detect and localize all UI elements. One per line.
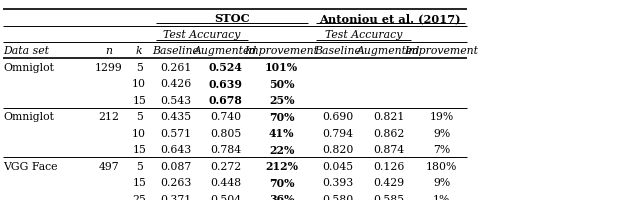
Text: 15: 15	[132, 144, 146, 154]
Text: 70%: 70%	[269, 111, 294, 122]
Text: Data set: Data set	[3, 46, 49, 56]
Text: 5: 5	[136, 112, 143, 122]
Text: Omniglot: Omniglot	[3, 112, 54, 122]
Text: n: n	[106, 46, 112, 56]
Text: 10: 10	[132, 79, 146, 89]
Text: 0.690: 0.690	[322, 112, 353, 122]
Text: 7%: 7%	[433, 144, 450, 154]
Text: 0.862: 0.862	[373, 128, 404, 138]
Text: Baseline: Baseline	[152, 46, 200, 56]
Text: k: k	[136, 46, 143, 56]
Text: 0.821: 0.821	[373, 112, 404, 122]
Text: 0.429: 0.429	[373, 177, 404, 187]
Text: 0.426: 0.426	[161, 79, 191, 89]
Text: Improvement: Improvement	[404, 46, 479, 56]
Text: 0.571: 0.571	[161, 128, 191, 138]
Text: 5: 5	[136, 161, 143, 171]
Text: Improvement: Improvement	[244, 46, 319, 56]
Text: 212%: 212%	[265, 160, 298, 171]
Text: 0.805: 0.805	[210, 128, 241, 138]
Text: 0.643: 0.643	[161, 144, 191, 154]
Text: 0.820: 0.820	[322, 144, 353, 154]
Text: 15: 15	[132, 95, 146, 105]
Text: 70%: 70%	[269, 177, 294, 188]
Text: 0.272: 0.272	[210, 161, 241, 171]
Text: 497: 497	[99, 161, 119, 171]
Text: 5: 5	[136, 62, 143, 72]
Text: 101%: 101%	[265, 62, 298, 73]
Text: 0.543: 0.543	[161, 95, 191, 105]
Text: Test Accuracy: Test Accuracy	[324, 30, 402, 40]
Text: 1299: 1299	[95, 62, 123, 72]
Text: 0.261: 0.261	[160, 62, 192, 72]
Text: 0.784: 0.784	[210, 144, 241, 154]
Text: 50%: 50%	[269, 78, 294, 89]
Text: 25%: 25%	[269, 95, 294, 106]
Text: VGG Face: VGG Face	[3, 161, 58, 171]
Text: 0.794: 0.794	[322, 128, 353, 138]
Text: 0.524: 0.524	[209, 62, 243, 73]
Text: 15: 15	[132, 177, 146, 187]
Text: 212: 212	[99, 112, 119, 122]
Text: Omniglot: Omniglot	[3, 62, 54, 72]
Text: 0.393: 0.393	[322, 177, 353, 187]
Text: STOC: STOC	[214, 13, 250, 24]
Text: 180%: 180%	[426, 161, 458, 171]
Text: 10: 10	[132, 128, 146, 138]
Text: Test Accuracy: Test Accuracy	[163, 30, 240, 40]
Text: 36%: 36%	[269, 193, 294, 200]
Text: 0.435: 0.435	[161, 112, 191, 122]
Text: 25: 25	[132, 194, 146, 200]
Text: 0.678: 0.678	[209, 95, 243, 106]
Text: 0.639: 0.639	[209, 78, 243, 89]
Text: 0.263: 0.263	[160, 177, 192, 187]
Text: 22%: 22%	[269, 144, 294, 155]
Text: Augmented: Augmented	[357, 46, 420, 56]
Text: 9%: 9%	[433, 177, 450, 187]
Text: 9%: 9%	[433, 128, 450, 138]
Text: 41%: 41%	[269, 128, 294, 138]
Text: 19%: 19%	[429, 112, 454, 122]
Text: 0.087: 0.087	[161, 161, 191, 171]
Text: 0.045: 0.045	[322, 161, 353, 171]
Text: 1%: 1%	[433, 194, 451, 200]
Text: 0.874: 0.874	[373, 144, 404, 154]
Text: 0.126: 0.126	[373, 161, 404, 171]
Text: Augmented: Augmented	[194, 46, 257, 56]
Text: 0.371: 0.371	[161, 194, 191, 200]
Text: Baseline: Baseline	[314, 46, 361, 56]
Text: 0.580: 0.580	[322, 194, 353, 200]
Text: 0.448: 0.448	[210, 177, 241, 187]
Text: 0.504: 0.504	[210, 194, 241, 200]
Text: Antoniou et al. (2017): Antoniou et al. (2017)	[319, 13, 461, 24]
Text: 0.585: 0.585	[373, 194, 404, 200]
Text: 0.740: 0.740	[210, 112, 241, 122]
